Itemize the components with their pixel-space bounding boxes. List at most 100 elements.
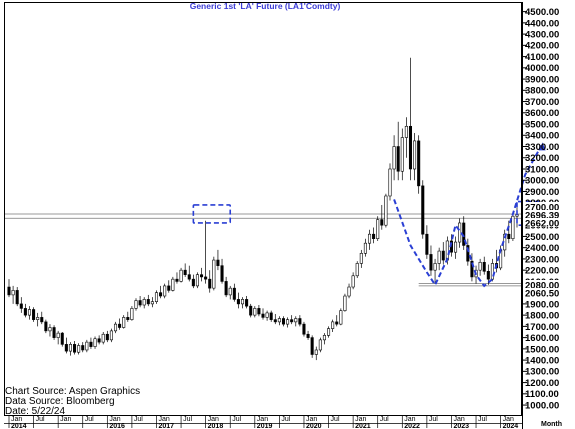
candle-body — [97, 338, 101, 343]
y-tick-label: 3400.00 — [525, 131, 559, 142]
candle-body — [363, 242, 367, 254]
level-label-bg — [523, 280, 563, 289]
candle-body — [138, 300, 142, 306]
candle-body — [265, 312, 269, 318]
y-tick-label: 2900.00 — [525, 187, 559, 198]
candle-body — [163, 285, 167, 297]
x-month-label: Jan — [109, 416, 120, 423]
candle-body — [228, 287, 232, 296]
y-tick-label: 3000.00 — [525, 176, 559, 187]
candle-body — [208, 278, 212, 289]
candle-body — [429, 254, 433, 271]
y-tick-label: 2400.00 — [525, 243, 559, 254]
level-label-bg — [523, 218, 563, 227]
candle-body — [150, 301, 154, 305]
candle-body — [77, 345, 81, 353]
candle-body — [392, 146, 396, 170]
y-tick-label: 1900.00 — [525, 299, 559, 310]
y-tick-label: 3700.00 — [525, 97, 559, 108]
level-label: 2696.39 — [525, 210, 559, 221]
candle-body — [257, 308, 261, 315]
x-month-label: Jul — [232, 416, 241, 423]
y-tick-label: 3900.00 — [525, 74, 559, 85]
candle-body — [245, 299, 249, 307]
candle-body — [224, 281, 228, 296]
candle-body — [249, 305, 253, 316]
candle-body — [327, 328, 331, 336]
candle-body — [310, 337, 314, 355]
period-label: Month — [541, 421, 562, 428]
candle-body — [458, 222, 462, 243]
candle-body — [343, 295, 347, 311]
candle-body — [367, 233, 372, 244]
x-month-label: Jul — [134, 416, 143, 423]
candle-body — [355, 263, 359, 277]
candle-body — [154, 292, 159, 302]
candle-body — [294, 318, 298, 323]
candle-body — [437, 250, 441, 264]
candle-body — [113, 323, 118, 332]
candle-body — [204, 276, 208, 280]
y-tick-label: 1800.00 — [525, 311, 559, 322]
x-year-label: 2014 — [11, 423, 27, 429]
candle-body — [490, 263, 494, 280]
candle-body — [417, 140, 421, 187]
x-month-label: Jul — [36, 416, 45, 423]
x-month-label: Jul — [429, 416, 438, 423]
candle-body — [286, 319, 290, 325]
x-year-label: 2022 — [404, 423, 420, 429]
double-bottom-pattern-path — [393, 144, 543, 288]
x-month-label: Jan — [60, 416, 71, 423]
candle-body — [470, 260, 474, 278]
candle-body — [359, 253, 363, 264]
candle-body — [68, 344, 72, 352]
candle-body — [404, 125, 408, 138]
candle-body — [269, 312, 273, 320]
candle-body — [482, 262, 486, 272]
x-year-label: 2023 — [453, 423, 469, 429]
candle-body — [167, 285, 171, 291]
x-month-label: Jan — [11, 416, 22, 423]
x-month-label: Jul — [380, 416, 389, 423]
candle-body — [175, 278, 179, 282]
candle-body — [396, 146, 400, 172]
candle-body — [302, 323, 306, 335]
y-tick-label: 4000.00 — [525, 63, 559, 74]
candles — [7, 57, 519, 361]
candle-body — [273, 319, 277, 323]
candle-body — [318, 339, 322, 351]
y-tick-label: 1400.00 — [525, 356, 559, 367]
candle-body — [220, 265, 224, 282]
x-month-label: Jul — [85, 416, 94, 423]
y-tick-label: 1100.00 — [525, 389, 559, 400]
y-tick-label: 2200.00 — [525, 266, 559, 277]
candle-body — [232, 287, 236, 300]
x-year-label: 2016 — [109, 423, 125, 429]
x-month-label: Jan — [503, 416, 514, 423]
x-year-label: 2018 — [208, 423, 224, 429]
candle-body — [23, 308, 27, 316]
x-year-label: 2021 — [355, 423, 371, 429]
x-axis: Jan Jul Jan Jul Jan Jul Jan Jul Jan Jul Jan Jul Jan J… — [4, 416, 522, 429]
x-year-label: 2017 — [158, 423, 174, 429]
candle-body — [347, 286, 351, 297]
candle-body — [64, 344, 68, 352]
candle-body — [511, 215, 515, 239]
candle-body — [486, 270, 490, 280]
x-month-label: Jul — [331, 416, 340, 423]
candle-body — [146, 299, 150, 305]
y-axis: 1000.001100.001200.001300.001400.001500.… — [523, 7, 559, 411]
candle-body — [109, 330, 113, 341]
level-label: 2700.00 — [525, 202, 559, 213]
candle-body — [11, 290, 15, 296]
level-label: 2080.00 — [525, 280, 559, 291]
level-label: 2662.00 — [525, 218, 559, 229]
x-month-label: Jul — [281, 416, 290, 423]
x-year-label: 2019 — [257, 423, 273, 429]
candle-body — [44, 321, 48, 332]
candle-body — [433, 263, 437, 271]
y-tick-label: 4500.00 — [525, 7, 559, 18]
candle-body — [466, 245, 470, 262]
